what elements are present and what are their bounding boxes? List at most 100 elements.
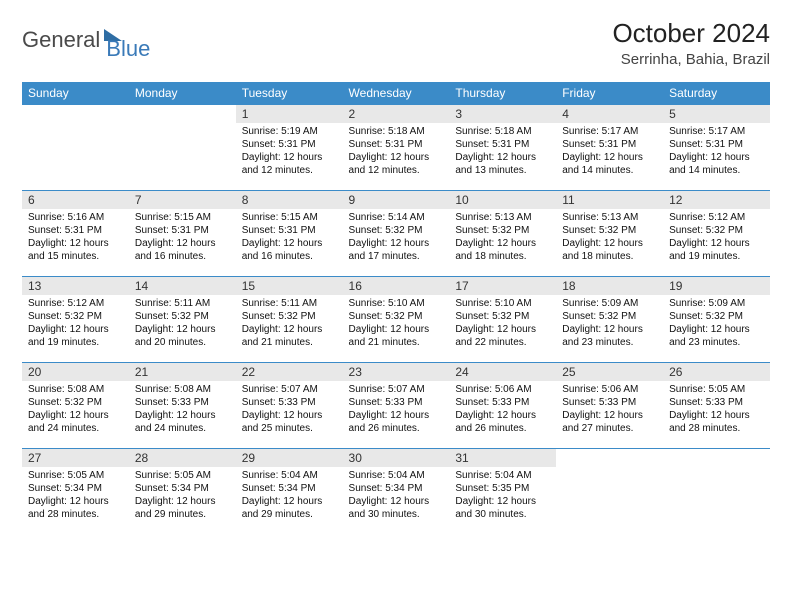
day-info: Sunrise: 5:11 AMSunset: 5:32 PMDaylight:… [129,295,236,353]
day-info: Sunrise: 5:17 AMSunset: 5:31 PMDaylight:… [663,123,770,181]
day-header: Saturday [663,82,770,105]
day-info: Sunrise: 5:13 AMSunset: 5:32 PMDaylight:… [556,209,663,267]
calendar-cell: 18Sunrise: 5:09 AMSunset: 5:32 PMDayligh… [556,277,663,363]
calendar-cell: 23Sunrise: 5:07 AMSunset: 5:33 PMDayligh… [343,363,450,449]
day-number: 23 [343,363,450,381]
day-info: Sunrise: 5:12 AMSunset: 5:32 PMDaylight:… [663,209,770,267]
calendar-cell: 16Sunrise: 5:10 AMSunset: 5:32 PMDayligh… [343,277,450,363]
day-info: Sunrise: 5:09 AMSunset: 5:32 PMDaylight:… [556,295,663,353]
day-info: Sunrise: 5:04 AMSunset: 5:35 PMDaylight:… [449,467,556,525]
calendar-cell [22,105,129,191]
calendar-cell: 8Sunrise: 5:15 AMSunset: 5:31 PMDaylight… [236,191,343,277]
day-info: Sunrise: 5:08 AMSunset: 5:32 PMDaylight:… [22,381,129,439]
day-info: Sunrise: 5:17 AMSunset: 5:31 PMDaylight:… [556,123,663,181]
calendar-cell: 30Sunrise: 5:04 AMSunset: 5:34 PMDayligh… [343,449,450,535]
calendar-week: 1Sunrise: 5:19 AMSunset: 5:31 PMDaylight… [22,105,770,191]
calendar-body: 1Sunrise: 5:19 AMSunset: 5:31 PMDaylight… [22,105,770,535]
calendar-cell [129,105,236,191]
day-info: Sunrise: 5:19 AMSunset: 5:31 PMDaylight:… [236,123,343,181]
calendar-cell: 26Sunrise: 5:05 AMSunset: 5:33 PMDayligh… [663,363,770,449]
day-number: 19 [663,277,770,295]
day-header: Thursday [449,82,556,105]
day-info: Sunrise: 5:04 AMSunset: 5:34 PMDaylight:… [236,467,343,525]
day-info: Sunrise: 5:15 AMSunset: 5:31 PMDaylight:… [236,209,343,267]
day-info: Sunrise: 5:05 AMSunset: 5:33 PMDaylight:… [663,381,770,439]
day-info: Sunrise: 5:16 AMSunset: 5:31 PMDaylight:… [22,209,129,267]
calendar-cell: 17Sunrise: 5:10 AMSunset: 5:32 PMDayligh… [449,277,556,363]
day-info: Sunrise: 5:07 AMSunset: 5:33 PMDaylight:… [236,381,343,439]
calendar-week: 13Sunrise: 5:12 AMSunset: 5:32 PMDayligh… [22,277,770,363]
calendar-cell: 1Sunrise: 5:19 AMSunset: 5:31 PMDaylight… [236,105,343,191]
day-number: 5 [663,105,770,123]
day-info: Sunrise: 5:09 AMSunset: 5:32 PMDaylight:… [663,295,770,353]
day-number: 6 [22,191,129,209]
day-info: Sunrise: 5:12 AMSunset: 5:32 PMDaylight:… [22,295,129,353]
day-header: Sunday [22,82,129,105]
day-number: 18 [556,277,663,295]
calendar-week: 6Sunrise: 5:16 AMSunset: 5:31 PMDaylight… [22,191,770,277]
day-number: 16 [343,277,450,295]
calendar-cell: 4Sunrise: 5:17 AMSunset: 5:31 PMDaylight… [556,105,663,191]
day-info: Sunrise: 5:06 AMSunset: 5:33 PMDaylight:… [556,381,663,439]
calendar-cell: 20Sunrise: 5:08 AMSunset: 5:32 PMDayligh… [22,363,129,449]
calendar-cell: 13Sunrise: 5:12 AMSunset: 5:32 PMDayligh… [22,277,129,363]
day-header: Wednesday [343,82,450,105]
day-header: Monday [129,82,236,105]
calendar-cell: 27Sunrise: 5:05 AMSunset: 5:34 PMDayligh… [22,449,129,535]
calendar-cell: 2Sunrise: 5:18 AMSunset: 5:31 PMDaylight… [343,105,450,191]
calendar-cell: 22Sunrise: 5:07 AMSunset: 5:33 PMDayligh… [236,363,343,449]
day-number: 24 [449,363,556,381]
calendar-cell: 15Sunrise: 5:11 AMSunset: 5:32 PMDayligh… [236,277,343,363]
day-number: 30 [343,449,450,467]
brand-part2: Blue [106,36,150,62]
day-number: 27 [22,449,129,467]
day-number: 26 [663,363,770,381]
day-number: 7 [129,191,236,209]
calendar-cell: 11Sunrise: 5:13 AMSunset: 5:32 PMDayligh… [556,191,663,277]
day-info: Sunrise: 5:07 AMSunset: 5:33 PMDaylight:… [343,381,450,439]
day-number: 11 [556,191,663,209]
day-info: Sunrise: 5:18 AMSunset: 5:31 PMDaylight:… [343,123,450,181]
day-info: Sunrise: 5:05 AMSunset: 5:34 PMDaylight:… [129,467,236,525]
day-number: 29 [236,449,343,467]
calendar-cell: 25Sunrise: 5:06 AMSunset: 5:33 PMDayligh… [556,363,663,449]
month-title: October 2024 [612,18,770,49]
day-info: Sunrise: 5:11 AMSunset: 5:32 PMDaylight:… [236,295,343,353]
day-number: 13 [22,277,129,295]
calendar-cell: 31Sunrise: 5:04 AMSunset: 5:35 PMDayligh… [449,449,556,535]
day-number: 28 [129,449,236,467]
header: General Blue October 2024 Serrinha, Bahi… [22,18,770,68]
calendar-cell: 7Sunrise: 5:15 AMSunset: 5:31 PMDaylight… [129,191,236,277]
day-number: 15 [236,277,343,295]
day-info: Sunrise: 5:05 AMSunset: 5:34 PMDaylight:… [22,467,129,525]
day-number: 8 [236,191,343,209]
day-info: Sunrise: 5:14 AMSunset: 5:32 PMDaylight:… [343,209,450,267]
day-number: 2 [343,105,450,123]
day-info: Sunrise: 5:04 AMSunset: 5:34 PMDaylight:… [343,467,450,525]
day-number: 10 [449,191,556,209]
day-info: Sunrise: 5:10 AMSunset: 5:32 PMDaylight:… [343,295,450,353]
day-info: Sunrise: 5:18 AMSunset: 5:31 PMDaylight:… [449,123,556,181]
calendar-cell: 19Sunrise: 5:09 AMSunset: 5:32 PMDayligh… [663,277,770,363]
day-header-row: Sunday Monday Tuesday Wednesday Thursday… [22,82,770,105]
calendar-cell: 6Sunrise: 5:16 AMSunset: 5:31 PMDaylight… [22,191,129,277]
day-number: 22 [236,363,343,381]
calendar-cell: 12Sunrise: 5:12 AMSunset: 5:32 PMDayligh… [663,191,770,277]
day-info: Sunrise: 5:06 AMSunset: 5:33 PMDaylight:… [449,381,556,439]
day-number: 14 [129,277,236,295]
brand-part1: General [22,27,100,53]
calendar-cell [663,449,770,535]
calendar-week: 20Sunrise: 5:08 AMSunset: 5:32 PMDayligh… [22,363,770,449]
day-info: Sunrise: 5:15 AMSunset: 5:31 PMDaylight:… [129,209,236,267]
calendar-cell: 3Sunrise: 5:18 AMSunset: 5:31 PMDaylight… [449,105,556,191]
brand-logo: General Blue [22,18,150,62]
calendar-cell: 29Sunrise: 5:04 AMSunset: 5:34 PMDayligh… [236,449,343,535]
day-number: 21 [129,363,236,381]
day-number: 12 [663,191,770,209]
calendar-cell: 28Sunrise: 5:05 AMSunset: 5:34 PMDayligh… [129,449,236,535]
day-header: Friday [556,82,663,105]
day-number: 1 [236,105,343,123]
calendar-cell: 24Sunrise: 5:06 AMSunset: 5:33 PMDayligh… [449,363,556,449]
calendar-cell: 14Sunrise: 5:11 AMSunset: 5:32 PMDayligh… [129,277,236,363]
calendar-table: Sunday Monday Tuesday Wednesday Thursday… [22,82,770,535]
